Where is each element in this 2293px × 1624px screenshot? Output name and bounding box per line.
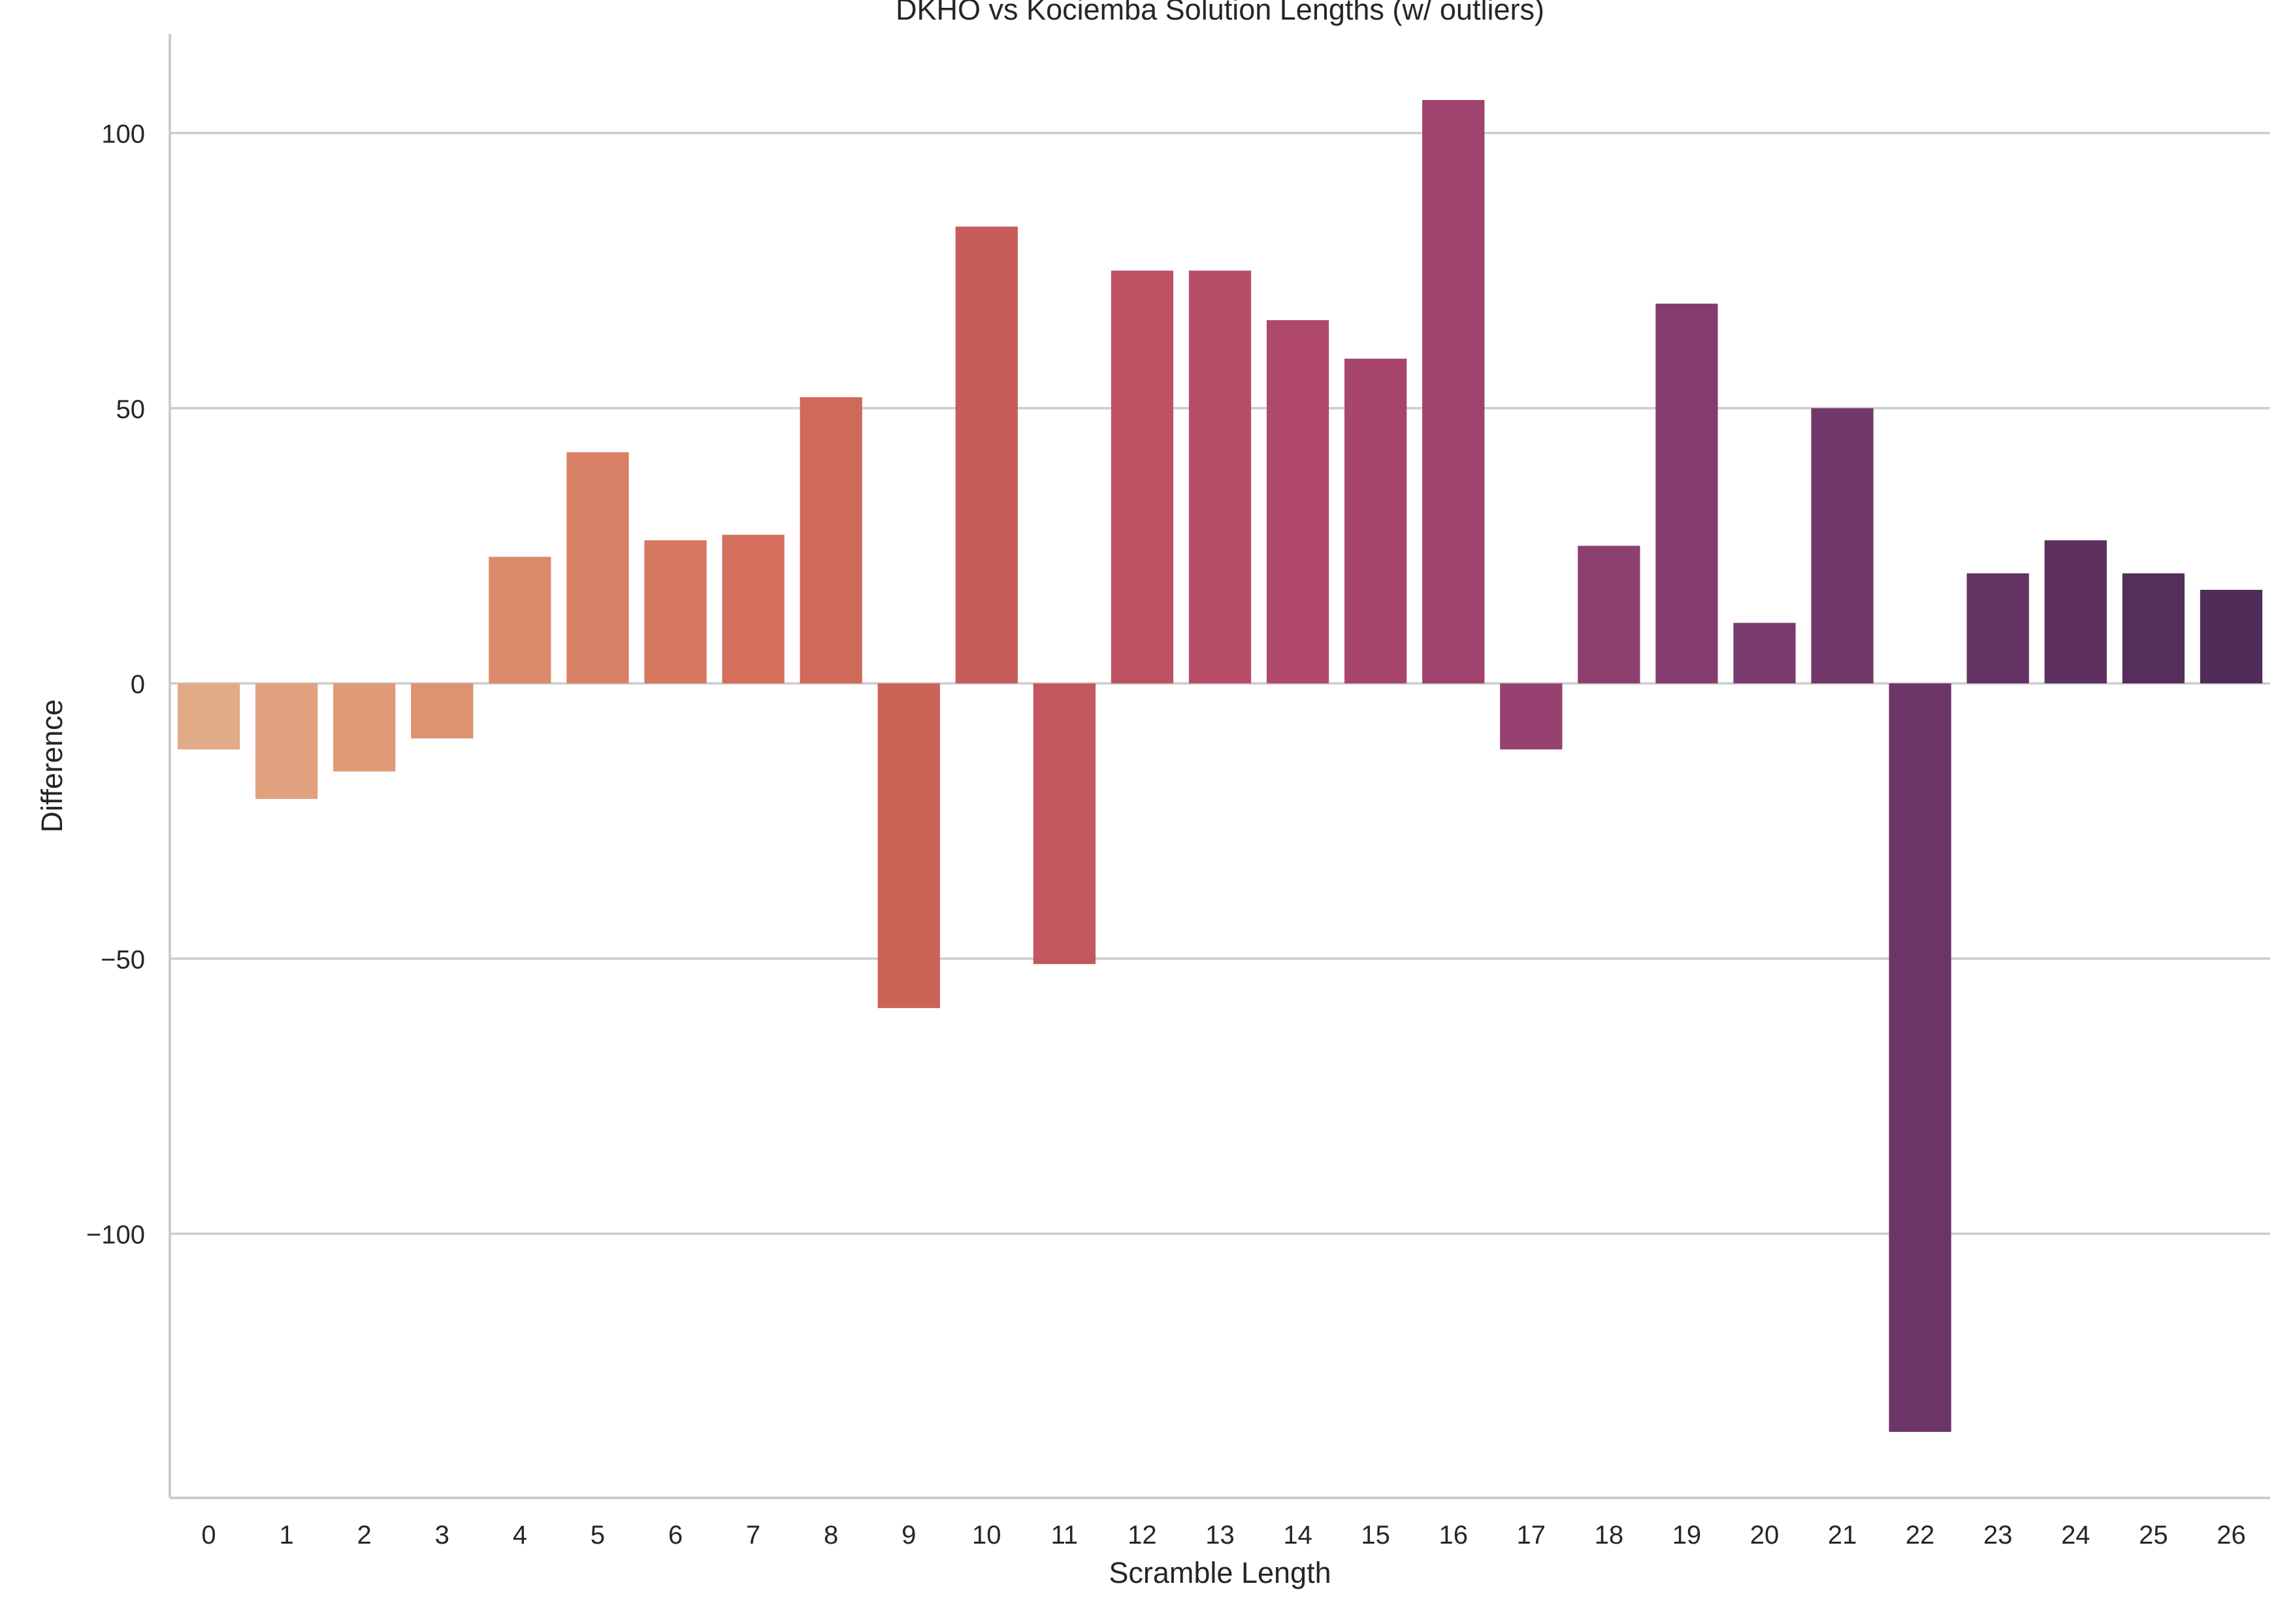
y-tick-label: −50 [101,945,145,974]
x-tick-label: 18 [1595,1521,1624,1550]
x-axis-label: Scramble Length [1109,1556,1331,1589]
bar-25 [2122,573,2185,684]
bar-1 [255,683,318,800]
bar-9 [877,683,940,1009]
bar-4 [489,557,551,684]
y-tick-label: −100 [86,1221,145,1250]
x-tick-label: 24 [2061,1521,2090,1550]
x-tick-label: 4 [513,1521,527,1550]
bar-21 [1811,408,1874,684]
x-tick-label: 20 [1750,1521,1780,1550]
bar-8 [800,397,862,684]
x-tick-label: 12 [1128,1521,1157,1550]
y-axis-label: Difference [35,699,69,832]
x-tick-label: 19 [1672,1521,1702,1550]
bar-20 [1733,623,1796,684]
x-tick-label: 11 [1051,1521,1079,1550]
axes [169,34,2270,1499]
bar-6 [644,540,707,684]
x-tick-label: 16 [1439,1521,1468,1550]
x-tick-label: 14 [1283,1521,1312,1550]
x-tick-label: 5 [591,1521,605,1550]
x-tick-label: 3 [435,1521,449,1550]
x-tick-label: 1 [279,1521,293,1550]
chart-title: DKHO vs Kociemba Solution Lengths (w/ ou… [896,0,1544,26]
bar-11 [1033,683,1096,964]
x-tick-label: 0 [201,1521,216,1550]
x-tick-label: 21 [1828,1521,1857,1550]
x-tick-label: 22 [1906,1521,1935,1550]
bar-19 [1655,303,1718,684]
bar-16 [1422,100,1485,684]
x-tick-label: 2 [357,1521,372,1550]
x-tick-label: 8 [824,1521,838,1550]
bar-14 [1266,320,1329,684]
bar-2 [333,683,396,771]
x-tick-label: 25 [2139,1521,2168,1550]
x-tick-label: 13 [1205,1521,1235,1550]
x-tick-label: 15 [1361,1521,1390,1550]
x-tick-label: 9 [902,1521,916,1550]
x-tick-label: 10 [972,1521,1001,1550]
bar-23 [1966,573,2029,684]
bar-18 [1578,545,1640,684]
bar-5 [566,452,629,684]
bar-0 [177,683,240,750]
bar-13 [1188,270,1252,684]
y-tick-label: 100 [101,120,145,149]
bar-15 [1344,359,1407,684]
bars [177,100,2263,1432]
bar-10 [955,226,1018,684]
y-tick-label: 0 [131,670,145,699]
bar-3 [411,683,474,739]
bar-17 [1500,683,1563,750]
bar-24 [2044,540,2107,684]
x-tick-label: 23 [1983,1521,2013,1550]
bar-22 [1889,683,1951,1432]
x-tick-label: 17 [1517,1521,1546,1550]
x-tick-label: 7 [746,1521,760,1550]
y-tick-label: 50 [116,395,146,424]
x-tick-label: 26 [2217,1521,2246,1550]
x-tick-label: 6 [668,1521,683,1550]
bar-26 [2200,589,2263,684]
bar-7 [722,534,785,684]
bar-12 [1111,270,1174,684]
